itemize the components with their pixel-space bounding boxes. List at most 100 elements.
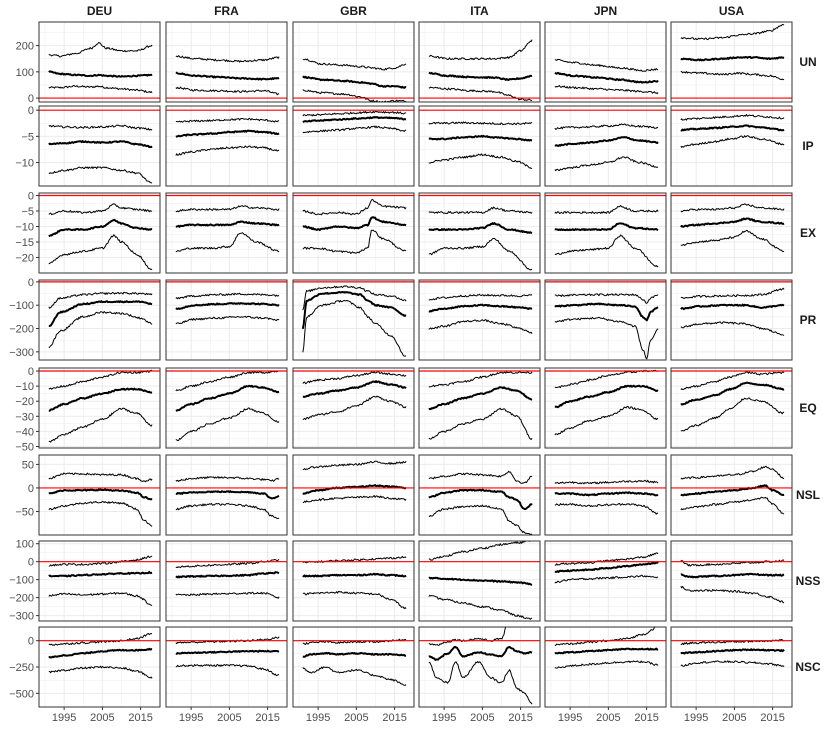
panel-border bbox=[670, 192, 793, 274]
series-upper-band-line bbox=[554, 204, 659, 214]
panel-background bbox=[39, 368, 160, 448]
series-lower-band-line bbox=[680, 321, 785, 336]
x-tick-label: 2015 bbox=[508, 712, 532, 724]
x-tick-label: 2015 bbox=[634, 712, 658, 724]
panel-border bbox=[418, 626, 541, 708]
x-tick-label: 2005 bbox=[217, 712, 241, 724]
series-estimate-line bbox=[302, 572, 407, 578]
row-header-ip: IP bbox=[802, 139, 813, 153]
series-upper-band-line bbox=[302, 638, 407, 645]
series-lower-band-line bbox=[48, 500, 153, 527]
series-estimate-line bbox=[680, 484, 785, 497]
panel-border bbox=[544, 540, 667, 622]
panel-usa-ex bbox=[670, 192, 793, 274]
series-estimate-line bbox=[554, 302, 659, 322]
y-tick-label: 0 bbox=[28, 277, 34, 289]
panel-usa-eq bbox=[670, 367, 793, 449]
panel-background bbox=[293, 368, 414, 448]
panel-jpn-ex bbox=[544, 192, 667, 274]
series-lower-band-line bbox=[680, 660, 785, 667]
panel-border bbox=[670, 105, 793, 187]
series-lower-band-line bbox=[175, 86, 280, 96]
y-tick-label: −5 bbox=[21, 131, 34, 143]
panel-background bbox=[39, 280, 160, 360]
series-estimate-line bbox=[680, 381, 785, 406]
panel-gbr-nsc bbox=[292, 626, 415, 708]
series-lower-band-line bbox=[48, 591, 153, 606]
series-lower-band-line bbox=[554, 660, 659, 669]
panel-jpn-nss bbox=[544, 540, 667, 622]
y-tick-label: 0 bbox=[28, 483, 34, 495]
series-lower-band-line bbox=[48, 311, 153, 349]
x-tick-label: 2015 bbox=[128, 712, 152, 724]
series-lower-band-line bbox=[428, 661, 533, 705]
panel-deu-un bbox=[38, 21, 161, 103]
series-upper-band-line bbox=[48, 369, 153, 390]
panel-border bbox=[418, 105, 541, 187]
panel-ita-nsl bbox=[418, 454, 541, 536]
panel-deu-eq bbox=[38, 367, 161, 449]
panel-border bbox=[165, 454, 288, 536]
panel-jpn-pr bbox=[544, 279, 667, 361]
panel-border bbox=[38, 540, 161, 622]
series-lower-band-line bbox=[175, 232, 280, 253]
series-upper-band-line bbox=[302, 110, 407, 117]
x-tick-label: 1995 bbox=[179, 712, 203, 724]
panel-jpn-eq bbox=[544, 367, 667, 449]
series-estimate-line bbox=[428, 71, 533, 81]
series-estimate-line bbox=[302, 116, 407, 124]
column-header-ita: ITA bbox=[470, 4, 489, 18]
panel-border bbox=[38, 626, 161, 708]
series-estimate-line bbox=[175, 649, 280, 655]
series-upper-band-line bbox=[554, 293, 659, 304]
series-estimate-line bbox=[302, 651, 407, 658]
panel-jpn-nsl bbox=[544, 454, 667, 536]
y-tick-label: 200 bbox=[16, 41, 34, 53]
series-lower-band-line bbox=[48, 665, 153, 679]
series-upper-band-line bbox=[680, 203, 785, 213]
series-upper-band-line bbox=[48, 203, 153, 216]
panel-background bbox=[419, 22, 540, 102]
panel-border bbox=[292, 279, 415, 361]
panel-border bbox=[670, 279, 793, 361]
panel-border bbox=[670, 626, 793, 708]
series-lower-band-line bbox=[428, 319, 533, 334]
series-lower-band-line bbox=[302, 590, 407, 610]
panel-border bbox=[292, 367, 415, 449]
series-lower-band-line bbox=[302, 299, 407, 357]
series-upper-band-line bbox=[302, 371, 407, 385]
series-upper-band-line bbox=[428, 541, 533, 561]
y-tick-label: −10 bbox=[15, 157, 34, 169]
panel-fra-nss bbox=[165, 540, 288, 622]
series-lower-band-line bbox=[48, 234, 153, 271]
series-estimate-line bbox=[680, 648, 785, 655]
panel-fra-un bbox=[165, 21, 288, 103]
panel-jpn-ip bbox=[544, 105, 667, 187]
y-tick-label: −300 bbox=[9, 611, 34, 623]
panel-border bbox=[670, 367, 793, 449]
y-tick-label: −300 bbox=[9, 347, 34, 359]
panel-border bbox=[418, 21, 541, 103]
panel-background bbox=[419, 280, 540, 360]
panel-border bbox=[544, 192, 667, 274]
panel-gbr-nss bbox=[292, 540, 415, 622]
series-estimate-line bbox=[428, 222, 533, 234]
panel-gbr-un bbox=[292, 21, 415, 103]
panel-border bbox=[165, 367, 288, 449]
panel-background bbox=[39, 106, 160, 186]
series-estimate-line bbox=[48, 218, 153, 238]
series-upper-band-line bbox=[48, 124, 153, 131]
series-lower-band-line bbox=[554, 85, 659, 95]
series-lower-band-line bbox=[175, 407, 280, 442]
panel-gbr-ip bbox=[292, 105, 415, 187]
x-tick-label: 2015 bbox=[255, 712, 279, 724]
series-estimate-line bbox=[302, 216, 407, 232]
panel-border bbox=[292, 626, 415, 708]
series-estimate-line bbox=[48, 647, 153, 659]
series-upper-band-line bbox=[48, 472, 153, 483]
y-tick-label: 50 bbox=[22, 459, 34, 471]
panel-background bbox=[419, 106, 540, 186]
series-lower-band-line bbox=[554, 234, 659, 268]
panel-background bbox=[671, 280, 792, 360]
panel-background bbox=[671, 22, 792, 102]
